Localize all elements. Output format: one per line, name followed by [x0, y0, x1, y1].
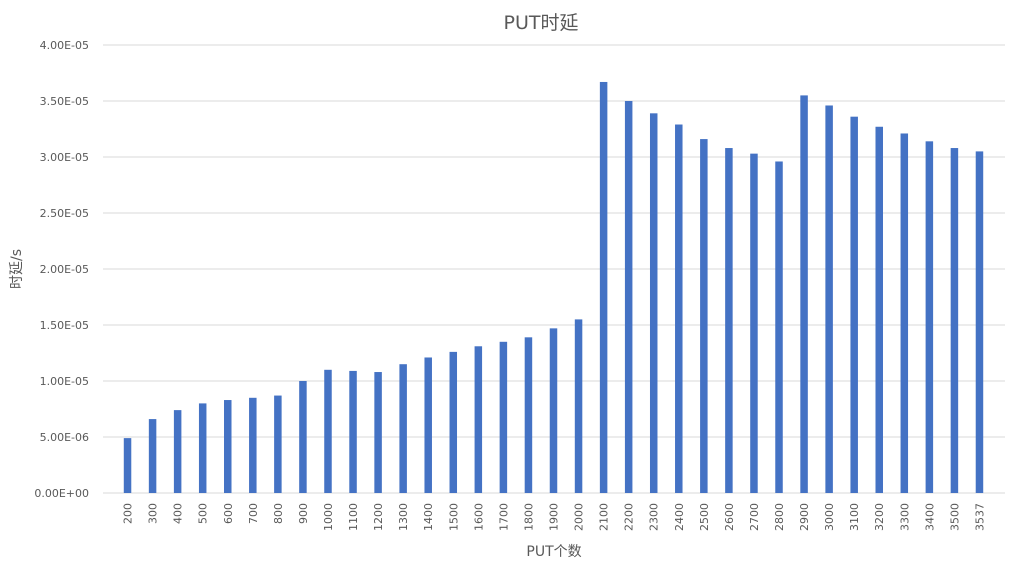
x-axis-ticks: 200 300 400 500 600 700 800 900 1000 1100 1200 1300…: [122, 503, 987, 531]
bar: [950, 148, 959, 494]
x-tick-label: 300: [147, 503, 160, 524]
bar: [274, 395, 282, 493]
y-tick-label: 4.00E-05: [40, 39, 89, 52]
bar: [349, 370, 357, 493]
bar: [599, 81, 608, 494]
x-tick-label: 2100: [598, 503, 611, 531]
bar: [574, 319, 583, 493]
x-tick-label: 2500: [698, 503, 711, 531]
x-tick-label: 1500: [447, 503, 460, 531]
bar: [825, 105, 833, 493]
bar: [649, 113, 658, 493]
bar: [198, 403, 207, 493]
x-tick-label: 2200: [623, 503, 636, 531]
x-tick-label: 1700: [497, 503, 510, 531]
x-tick-label: 1600: [472, 503, 485, 531]
x-tick-label: 1900: [548, 503, 561, 531]
bar: [173, 410, 182, 493]
x-tick-label: 800: [272, 503, 285, 524]
bar: [700, 139, 708, 493]
bar: [750, 153, 758, 493]
bar: [900, 133, 909, 494]
x-tick-label: 400: [172, 503, 185, 524]
x-tick-label: 3200: [873, 503, 886, 531]
x-tick-label: 2300: [648, 503, 661, 531]
x-tick-label: 1400: [422, 503, 435, 531]
y-axis-title: 时延/s: [9, 249, 25, 289]
bar: [850, 116, 858, 494]
x-tick-label: 1300: [397, 503, 410, 531]
bar: [374, 372, 382, 493]
bar: [775, 161, 783, 494]
x-tick-label: 3537: [973, 503, 986, 531]
bar: [299, 381, 307, 493]
y-tick-label: 1.50E-05: [40, 319, 89, 332]
bar: [875, 126, 883, 493]
bar: [549, 328, 558, 493]
x-tick-label: 2600: [723, 503, 736, 531]
y-tick-label: 0.00E+00: [34, 487, 89, 500]
bar: [499, 341, 508, 493]
y-tick-label: 2.50E-05: [40, 207, 89, 220]
x-tick-label: 3400: [923, 503, 936, 531]
bar: [474, 346, 483, 493]
bar: [800, 95, 808, 494]
x-tick-label: 700: [247, 503, 260, 524]
bar: [399, 364, 407, 493]
x-tick-label: 2800: [773, 503, 786, 531]
bar: [725, 148, 733, 494]
bar: [148, 419, 157, 493]
bar: [524, 337, 533, 493]
bars: [123, 81, 984, 494]
bar: [123, 438, 132, 493]
x-tick-label: 2700: [748, 503, 761, 531]
x-axis-title: PUT个数: [526, 544, 581, 560]
chart-title: PUT时延: [504, 12, 579, 34]
y-tick-label: 1.00E-05: [40, 375, 89, 388]
x-tick-label: 1200: [372, 503, 385, 531]
x-tick-label: 200: [122, 503, 135, 524]
bar: [424, 357, 432, 493]
x-tick-label: 2000: [573, 503, 586, 531]
bar: [925, 141, 934, 493]
bar: [449, 351, 458, 493]
bar: [624, 101, 633, 493]
bar: [249, 397, 257, 493]
x-tick-label: 3300: [898, 503, 911, 531]
x-tick-label: 1100: [347, 503, 360, 531]
bar: [975, 151, 984, 493]
x-tick-label: 500: [197, 503, 210, 524]
x-tick-label: 2900: [798, 503, 811, 531]
x-tick-label: 3500: [948, 503, 961, 531]
x-tick-label: 900: [297, 503, 310, 524]
x-tick-label: 1800: [522, 503, 535, 531]
x-tick-label: 1000: [322, 503, 335, 531]
bar: [324, 369, 332, 493]
bar: [675, 124, 683, 494]
y-tick-label: 3.00E-05: [40, 151, 89, 164]
y-tick-label: 5.00E-06: [40, 431, 89, 444]
y-axis-ticks: 0.00E+00 5.00E-06 1.00E-05 1.50E-05 2.00E-05…: [34, 39, 89, 500]
y-tick-label: 2.00E-05: [40, 263, 89, 276]
y-tick-label: 3.50E-05: [40, 95, 89, 108]
bar: [224, 400, 232, 493]
x-tick-label: 600: [222, 503, 235, 524]
x-tick-label: 3100: [848, 503, 861, 531]
x-tick-label: 3000: [823, 503, 836, 531]
x-tick-label: 2400: [673, 503, 686, 531]
